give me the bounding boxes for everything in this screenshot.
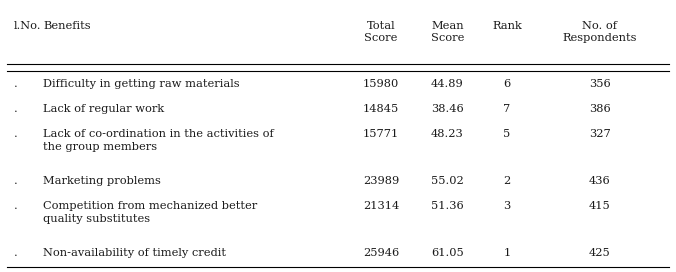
Text: 38.46: 38.46: [431, 104, 464, 114]
Text: .: .: [14, 248, 17, 258]
Text: 436: 436: [589, 176, 610, 186]
Text: 51.36: 51.36: [431, 201, 464, 211]
Text: .: .: [14, 104, 17, 114]
Text: 1: 1: [504, 248, 510, 258]
Text: Rank: Rank: [492, 21, 522, 31]
Text: Total
Score: Total Score: [364, 21, 397, 43]
Text: 23989: 23989: [363, 176, 400, 186]
Text: 3: 3: [504, 201, 510, 211]
Text: Benefits: Benefits: [43, 21, 91, 31]
Text: 425: 425: [589, 248, 610, 258]
Text: 415: 415: [589, 201, 610, 211]
Text: Difficulty in getting raw materials: Difficulty in getting raw materials: [43, 79, 240, 89]
Text: Competition from mechanized better
quality substitutes: Competition from mechanized better quali…: [43, 201, 258, 224]
Text: 25946: 25946: [363, 248, 400, 258]
Text: 5: 5: [504, 129, 510, 139]
Text: Marketing problems: Marketing problems: [43, 176, 161, 186]
Text: .: .: [14, 176, 17, 186]
Text: .: .: [14, 79, 17, 89]
Text: Lack of co-ordination in the activities of
the group members: Lack of co-ordination in the activities …: [43, 129, 274, 152]
Text: Mean
Score: Mean Score: [431, 21, 464, 43]
Text: .: .: [14, 201, 17, 211]
Text: 61.05: 61.05: [431, 248, 464, 258]
Text: 48.23: 48.23: [431, 129, 464, 139]
Text: 55.02: 55.02: [431, 176, 464, 186]
Text: 2: 2: [504, 176, 510, 186]
Text: 386: 386: [589, 104, 610, 114]
Text: 327: 327: [589, 129, 610, 139]
Text: 356: 356: [589, 79, 610, 89]
Text: 15771: 15771: [363, 129, 400, 139]
Text: 14845: 14845: [363, 104, 400, 114]
Text: l.No.: l.No.: [14, 21, 41, 31]
Text: Non-availability of timely credit: Non-availability of timely credit: [43, 248, 226, 258]
Text: 15980: 15980: [363, 79, 400, 89]
Text: Lack of regular work: Lack of regular work: [43, 104, 164, 114]
Text: No. of
Respondents: No. of Respondents: [562, 21, 637, 43]
Text: 44.89: 44.89: [431, 79, 464, 89]
Text: .: .: [14, 129, 17, 139]
Text: 6: 6: [504, 79, 510, 89]
Text: 21314: 21314: [363, 201, 400, 211]
Text: 7: 7: [504, 104, 510, 114]
